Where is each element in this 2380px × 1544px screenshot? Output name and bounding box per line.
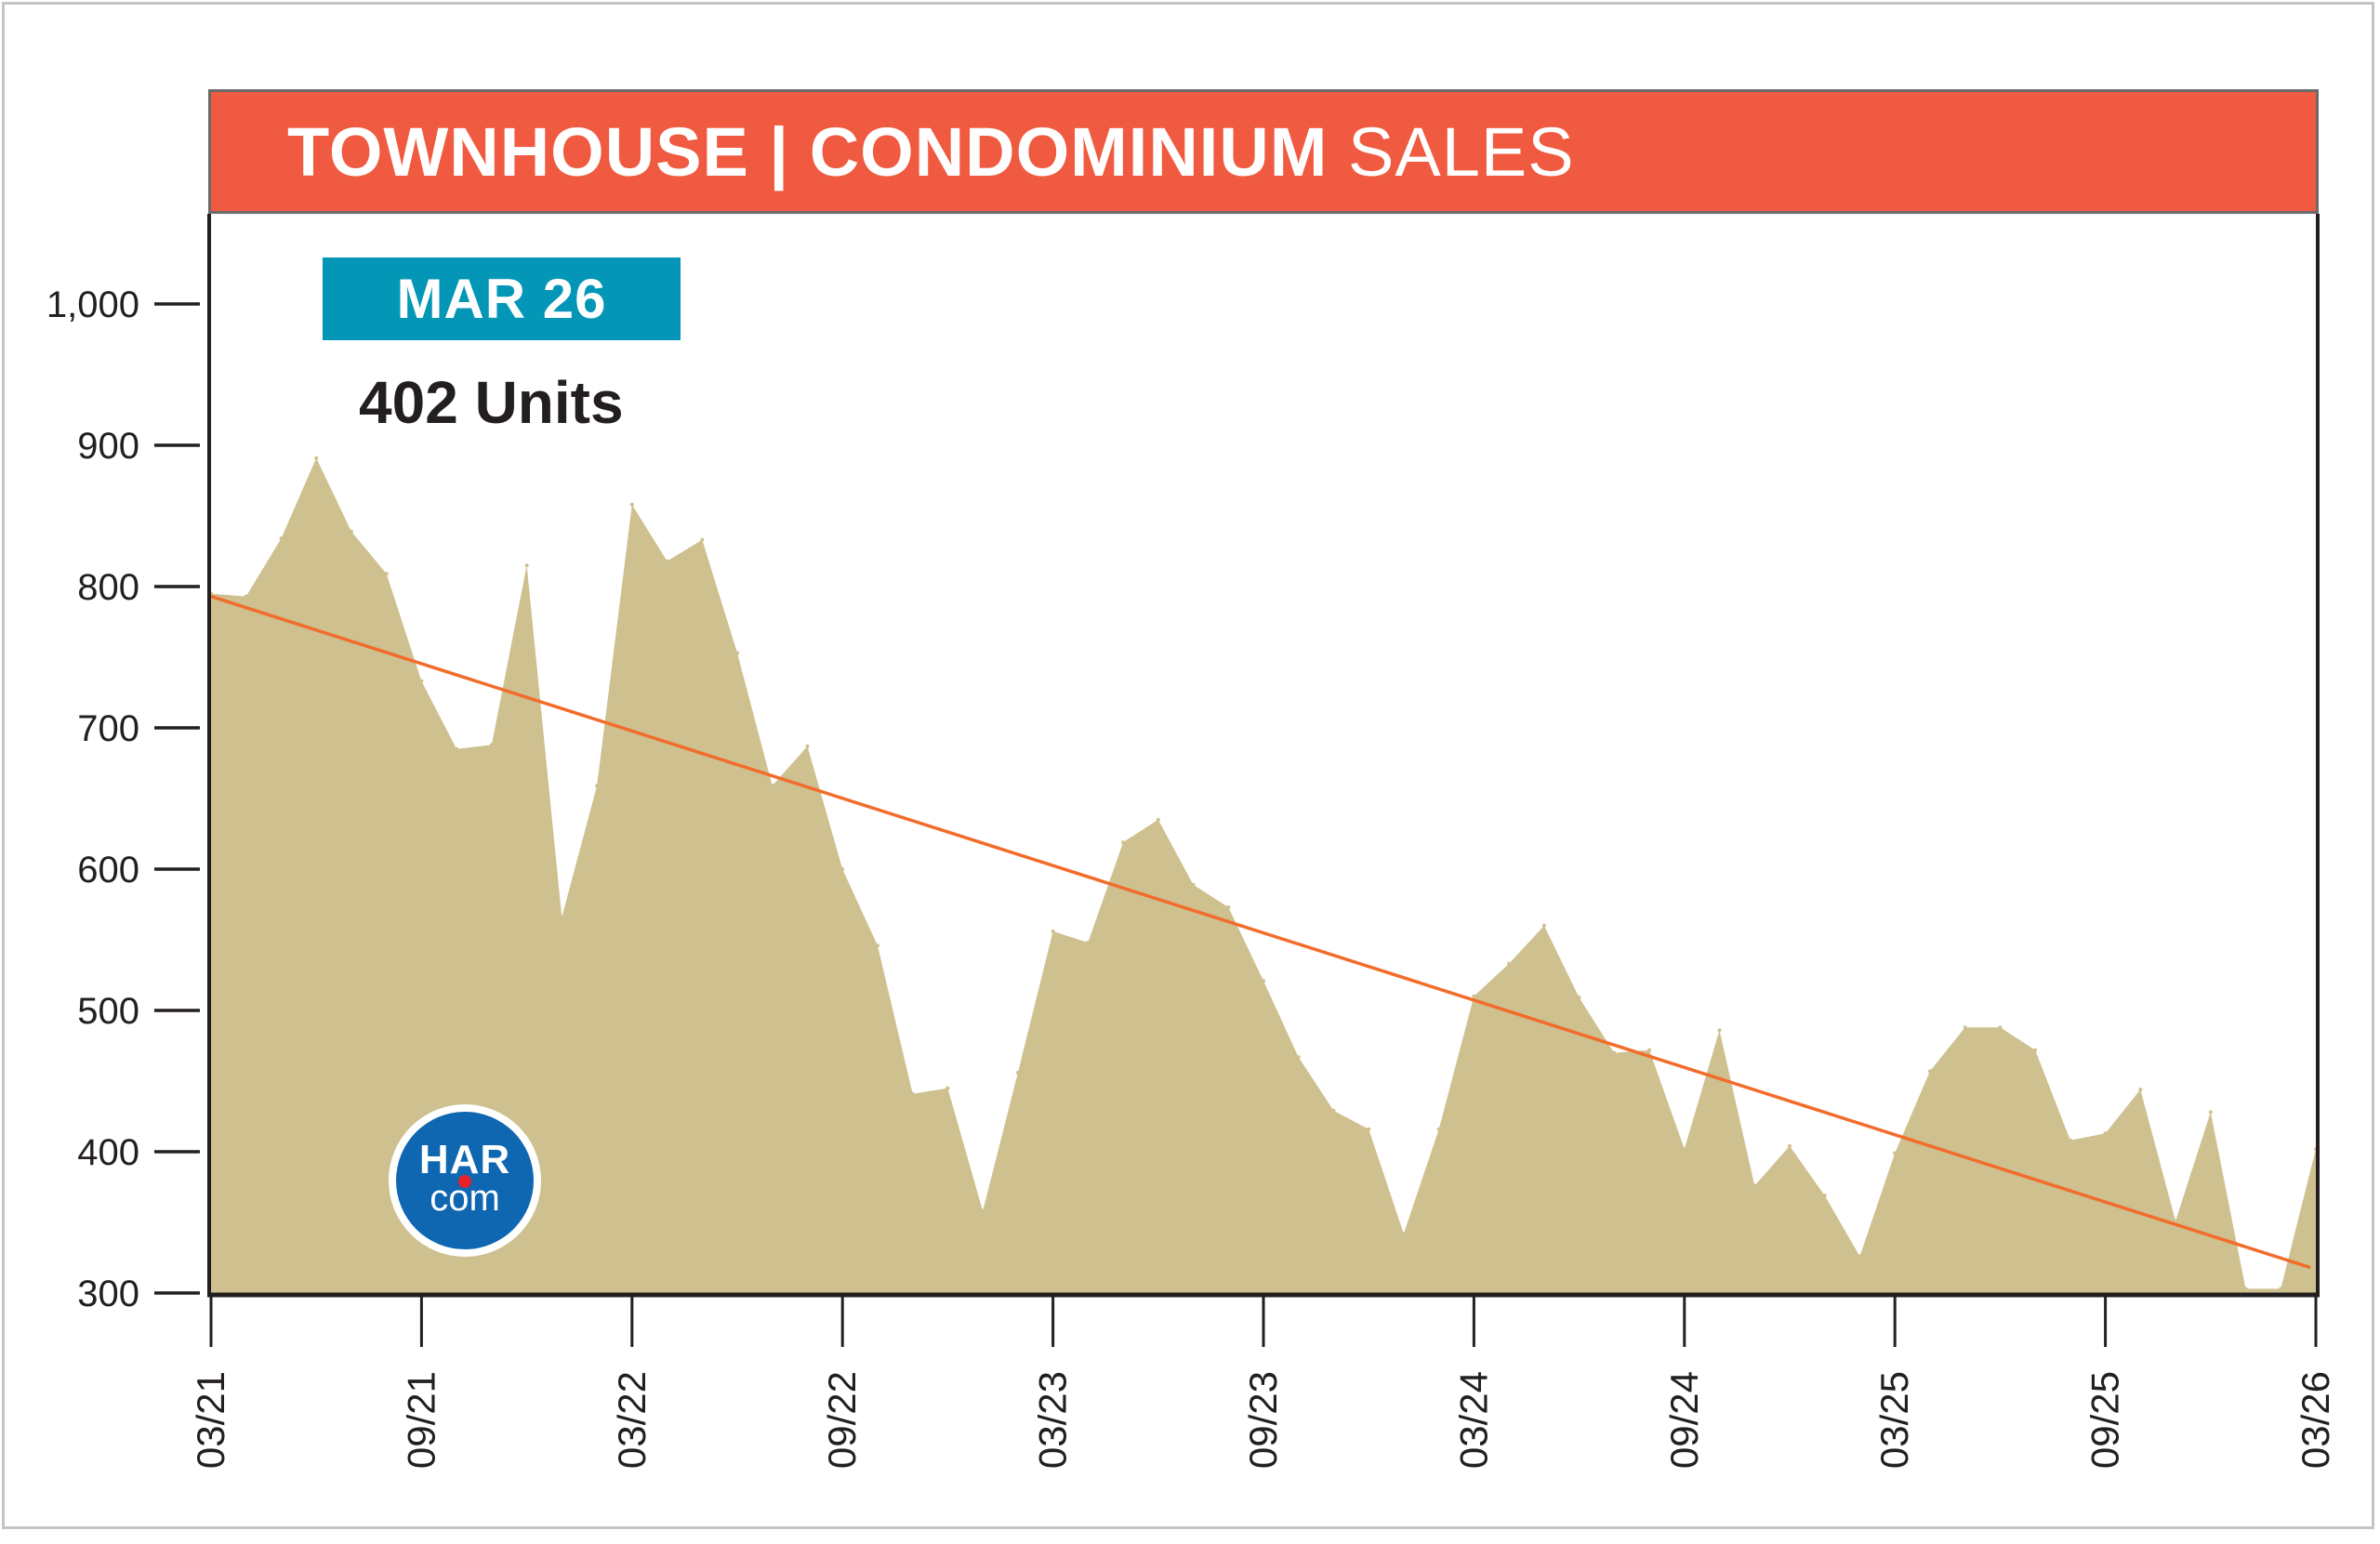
- data-point: [629, 502, 634, 507]
- data-point: [1858, 1254, 1862, 1259]
- data-point: [1927, 1069, 1932, 1074]
- data-point: [560, 915, 564, 919]
- data-point: [1788, 1143, 1792, 1148]
- x-tick-label: 09/22: [820, 1371, 864, 1469]
- x-tick-label: 03/22: [610, 1371, 654, 1469]
- data-point: [875, 944, 879, 948]
- data-point: [1015, 1070, 1020, 1075]
- trend-line: [210, 594, 2311, 1270]
- data-point: [349, 529, 353, 534]
- period-badge: MAR 26: [323, 257, 681, 340]
- chart-title: TOWNHOUSE | CONDOMINIUM SALES: [287, 112, 1575, 191]
- data-point: [1682, 1147, 1686, 1151]
- data-point: [279, 536, 284, 541]
- data-point: [524, 563, 529, 568]
- units-value-label: 402 Units: [359, 369, 624, 436]
- data-point: [1717, 1028, 1722, 1033]
- data-point: [1051, 929, 1055, 933]
- data-point: [735, 651, 739, 655]
- trend-layer: [210, 594, 2311, 1270]
- data-point: [1541, 923, 1546, 928]
- data-point: [2174, 1219, 2178, 1223]
- data-point: [1577, 996, 1581, 1000]
- data-point: [1507, 961, 1512, 966]
- x-tick-label: 09/21: [399, 1371, 443, 1469]
- har-logo-badge: HAR com: [396, 1112, 534, 1249]
- data-point: [1963, 1025, 1967, 1030]
- chart-title-bold: TOWNHOUSE | CONDOMINIUM: [287, 112, 1329, 191]
- data-point: [419, 679, 424, 683]
- data-point: [384, 572, 389, 576]
- x-tick-label: 03/25: [1872, 1371, 1916, 1469]
- data-point: [1121, 840, 1126, 845]
- y-tick-label: 800: [77, 567, 139, 608]
- data-point: [910, 1091, 915, 1096]
- data-point: [1296, 1055, 1301, 1060]
- y-tick-label: 500: [77, 991, 139, 1032]
- data-point: [1436, 1127, 1441, 1131]
- data-point: [314, 455, 319, 460]
- data-point: [981, 1208, 985, 1213]
- data-point: [2103, 1131, 2108, 1136]
- data-point: [489, 743, 494, 747]
- y-axis-ticks: 300 400 500 600 700 800 900 1,000: [46, 284, 200, 1314]
- x-tick-label: 03/23: [1031, 1371, 1075, 1469]
- y-tick-label: 700: [77, 708, 139, 749]
- data-point: [1331, 1108, 1336, 1113]
- data-point: [805, 744, 810, 748]
- data-point: [1893, 1151, 1897, 1155]
- data-point: [1367, 1127, 1371, 1131]
- data-point: [665, 559, 669, 563]
- data-point: [455, 746, 459, 751]
- har-logo-dot-icon: [458, 1175, 471, 1188]
- area-layer: [209, 455, 2318, 1295]
- x-tick-label: 03/21: [189, 1371, 232, 1469]
- data-point: [2243, 1287, 2248, 1291]
- y-tick-label: 600: [77, 850, 139, 891]
- data-point: [2033, 1048, 2038, 1052]
- data-point: [1647, 1048, 1652, 1052]
- data-point: [595, 784, 600, 788]
- data-point: [1191, 882, 1196, 887]
- x-tick-label: 03/26: [2294, 1371, 2337, 1469]
- data-point: [1612, 1050, 1617, 1055]
- x-tick-label: 09/24: [1662, 1371, 1706, 1469]
- data-point: [1472, 994, 1476, 998]
- data-point: [2138, 1088, 2143, 1092]
- y-tick-label: 1,000: [46, 284, 139, 325]
- data-point: [1752, 1183, 1757, 1188]
- data-point: [770, 784, 774, 788]
- y-tick-label: 400: [77, 1132, 139, 1173]
- data-point: [1086, 941, 1091, 944]
- data-point: [1156, 817, 1160, 822]
- har-logo-com-text: com: [430, 1178, 500, 1219]
- data-point: [2208, 1110, 2213, 1115]
- title-bar: TOWNHOUSE | CONDOMINIUM SALES: [208, 89, 2319, 214]
- data-point: [2068, 1138, 2072, 1142]
- har-logo-text: HAR: [418, 1137, 511, 1182]
- data-point: [1401, 1232, 1406, 1236]
- data-point: [840, 867, 845, 871]
- x-tick-label: 09/25: [2083, 1371, 2127, 1469]
- data-point: [1226, 905, 1231, 909]
- data-point: [1998, 1025, 2003, 1030]
- y-tick-label: 300: [77, 1273, 139, 1314]
- data-point: [2279, 1287, 2283, 1291]
- chart-title-light: SALES: [1347, 112, 1575, 191]
- data-point: [700, 537, 705, 542]
- sales-area: [211, 457, 2316, 1295]
- data-point: [1262, 979, 1265, 983]
- x-axis-ticks: 03/21 09/21 03/22 09/22 03/23 09/23 03/24 09/24…: [189, 1295, 2337, 1469]
- y-tick-label: 900: [77, 426, 139, 467]
- har-logo: HAR com: [389, 1104, 541, 1257]
- x-tick-label: 09/23: [1241, 1371, 1285, 1469]
- data-point: [244, 594, 248, 599]
- x-tick-label: 03/24: [1451, 1371, 1495, 1469]
- data-point: [945, 1086, 950, 1090]
- data-point: [1822, 1194, 1827, 1198]
